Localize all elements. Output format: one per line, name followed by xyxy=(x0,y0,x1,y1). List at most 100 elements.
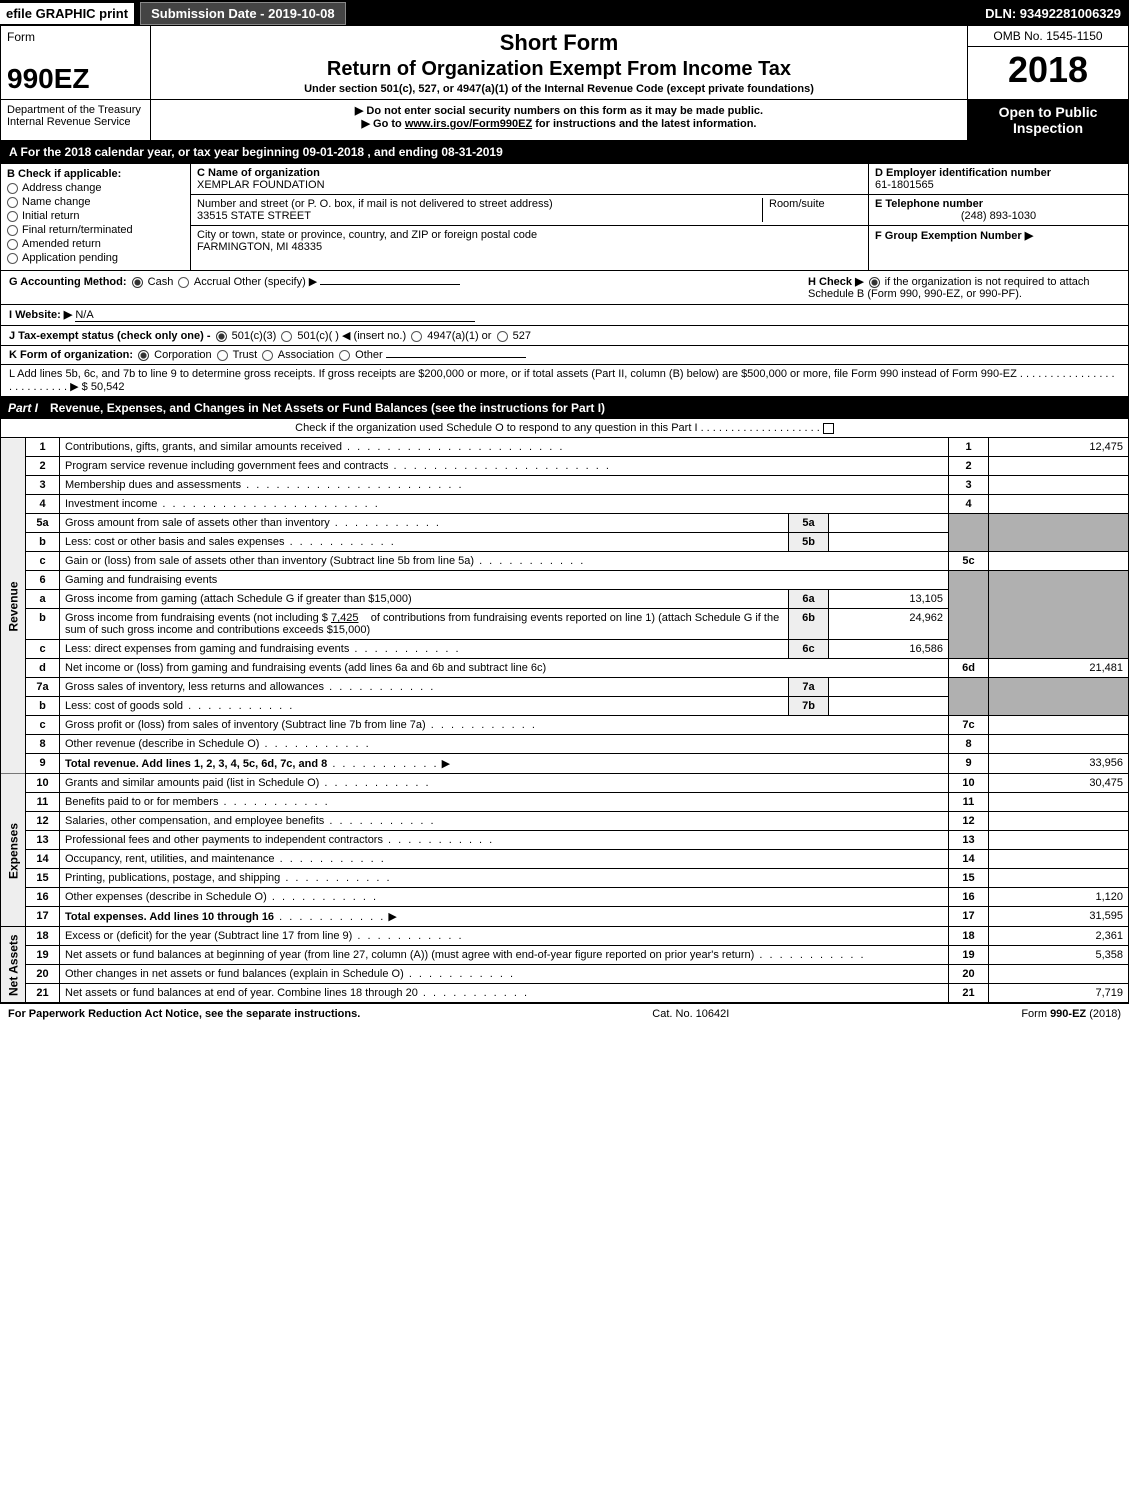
subtitle: Under section 501(c), 527, or 4947(a)(1)… xyxy=(157,83,961,95)
form-code: 990EZ xyxy=(7,63,144,95)
omb-number: OMB No. 1545-1150 xyxy=(968,26,1128,47)
n5a: 5a xyxy=(26,514,60,533)
ln17: 17 xyxy=(949,907,989,927)
ln19: 19 xyxy=(949,946,989,965)
d11: Benefits paid to or for members xyxy=(60,793,949,812)
page-footer: For Paperwork Reduction Act Notice, see … xyxy=(0,1003,1129,1024)
side-revenue: Revenue xyxy=(1,438,26,774)
radio-527[interactable] xyxy=(497,331,508,342)
amt15 xyxy=(989,869,1129,888)
ln18: 18 xyxy=(949,927,989,946)
ln12: 12 xyxy=(949,812,989,831)
radio-accrual[interactable] xyxy=(178,277,189,288)
d16: Other expenses (describe in Schedule O) xyxy=(60,888,949,907)
ln4: 4 xyxy=(949,495,989,514)
period-line: A For the 2018 calendar year, or tax yea… xyxy=(0,141,1129,164)
radio-cash[interactable] xyxy=(132,277,143,288)
submission-date: Submission Date - 2019-10-08 xyxy=(140,2,346,25)
d6b-val: 7,425 xyxy=(331,612,359,624)
form-header: Form 990EZ Short Form Return of Organiza… xyxy=(0,26,1129,100)
chk-amended-return[interactable] xyxy=(7,239,18,250)
ln21: 21 xyxy=(949,984,989,1003)
d4: Investment income xyxy=(60,495,949,514)
grey6 xyxy=(949,571,989,659)
n21: 21 xyxy=(26,984,60,1003)
radio-other-k[interactable] xyxy=(339,350,350,361)
sv6a: 13,105 xyxy=(829,590,949,609)
chk-application-pending[interactable] xyxy=(7,253,18,264)
sv7a xyxy=(829,678,949,697)
radio-501c[interactable] xyxy=(281,331,292,342)
radio-corp[interactable] xyxy=(138,350,149,361)
addr-label: Number and street (or P. O. box, if mail… xyxy=(197,198,762,210)
line-g-label: G Accounting Method: xyxy=(9,276,127,288)
chk-name-change[interactable] xyxy=(7,197,18,208)
footer-left: For Paperwork Reduction Act Notice, see … xyxy=(8,1008,360,1020)
addr-value: 33515 STATE STREET xyxy=(197,210,762,222)
efile-label[interactable]: efile GRAPHIC print xyxy=(0,3,134,24)
n6: 6 xyxy=(26,571,60,590)
arrow9: ▶ xyxy=(442,758,450,770)
radio-4947[interactable] xyxy=(411,331,422,342)
lbl-other-k: Other xyxy=(355,349,383,361)
lbl-501c3: 501(c)(3) xyxy=(232,330,277,342)
ln1: 1 xyxy=(949,438,989,457)
amt6d: 21,481 xyxy=(989,659,1129,678)
radio-assoc[interactable] xyxy=(262,350,273,361)
n9: 9 xyxy=(26,754,60,774)
n4: 4 xyxy=(26,495,60,514)
amt12 xyxy=(989,812,1129,831)
n8: 8 xyxy=(26,735,60,754)
amt8 xyxy=(989,735,1129,754)
lbl-4947: 4947(a)(1) or xyxy=(427,330,491,342)
n5b: b xyxy=(26,533,60,552)
n15: 15 xyxy=(26,869,60,888)
amt13 xyxy=(989,831,1129,850)
lbl-other: Other (specify) ▶ xyxy=(234,276,318,288)
chk-address-change[interactable] xyxy=(7,183,18,194)
note-instructions: ▶ Go to www.irs.gov/Form990EZ for instru… xyxy=(157,117,961,130)
amt11 xyxy=(989,793,1129,812)
ln5c: 5c xyxy=(949,552,989,571)
d1: Contributions, gifts, grants, and simila… xyxy=(60,438,949,457)
chk-final-return[interactable] xyxy=(7,225,18,236)
lbl-address-change: Address change xyxy=(22,182,102,194)
other-specify-input[interactable] xyxy=(320,284,460,285)
side-netassets: Net Assets xyxy=(1,927,26,1003)
lbl-cash: Cash xyxy=(148,276,174,288)
lbl-application-pending: Application pending xyxy=(22,252,118,264)
d18: Excess or (deficit) for the year (Subtra… xyxy=(60,927,949,946)
chk-initial-return[interactable] xyxy=(7,211,18,222)
line-g-h: G Accounting Method: Cash Accrual Other … xyxy=(0,271,1129,305)
d21: Net assets or fund balances at end of ye… xyxy=(60,984,949,1003)
amt9: 33,956 xyxy=(989,754,1129,774)
amt14 xyxy=(989,850,1129,869)
n6c: c xyxy=(26,640,60,659)
top-bar: efile GRAPHIC print Submission Date - 20… xyxy=(0,0,1129,26)
radio-trust[interactable] xyxy=(217,350,228,361)
footer-mid: Cat. No. 10642I xyxy=(652,1008,729,1020)
part1-label: Part I xyxy=(8,401,38,415)
n6b: b xyxy=(26,609,60,640)
lbl-final-return: Final return/terminated xyxy=(22,224,133,236)
amt20 xyxy=(989,965,1129,984)
entity-block: B Check if applicable: Address change Na… xyxy=(0,164,1129,271)
amt3 xyxy=(989,476,1129,495)
radio-501c3[interactable] xyxy=(216,331,227,342)
d6a: Gross income from gaming (attach Schedul… xyxy=(60,590,789,609)
irs-link[interactable]: www.irs.gov/Form990EZ xyxy=(405,118,532,130)
lbl-corp: Corporation xyxy=(154,349,211,361)
d6b-p1: Gross income from fundraising events (no… xyxy=(65,612,328,624)
radio-h[interactable] xyxy=(869,277,880,288)
part1-checkbox[interactable] xyxy=(823,423,834,434)
line-l: L Add lines 5b, 6c, and 7b to line 9 to … xyxy=(0,365,1129,397)
d14: Occupancy, rent, utilities, and maintena… xyxy=(60,850,949,869)
d6c: Less: direct expenses from gaming and fu… xyxy=(60,640,789,659)
d8: Other revenue (describe in Schedule O) xyxy=(60,735,949,754)
amt4 xyxy=(989,495,1129,514)
n13: 13 xyxy=(26,831,60,850)
line-k-label: K Form of organization: xyxy=(9,349,133,361)
ln7c: 7c xyxy=(949,716,989,735)
other-org-input[interactable] xyxy=(386,357,526,358)
amt21: 7,719 xyxy=(989,984,1129,1003)
